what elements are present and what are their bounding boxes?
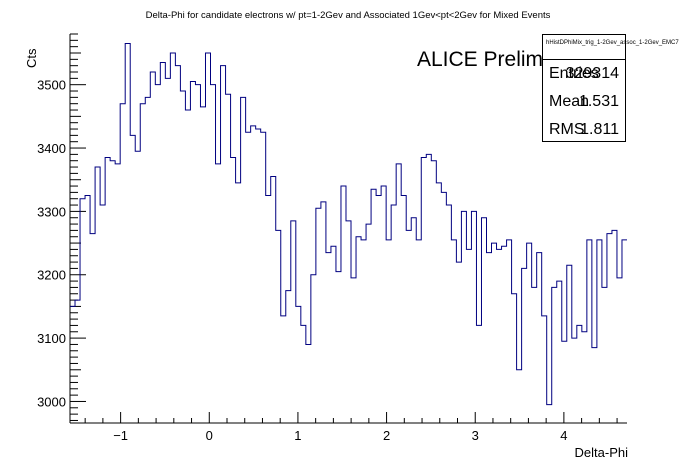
tick-labels: −1 0 1 2 3 4 3000 3100 3200 3300 3400 3500 [37,78,567,443]
y-tick-label: 3200 [37,268,66,283]
axis-ticks [70,33,618,423]
x-tick-label: 2 [383,428,390,443]
y-tick-label: 3500 [37,78,66,93]
y-tick-label: 3000 [37,394,66,409]
stats-entries-label: Entries [549,65,599,82]
x-tick-label: 4 [560,428,567,443]
x-tick-label: 0 [206,428,213,443]
stats-histogram-name: hHistDPhiMix_trig_1-2Gev_assoc_1-2Gev_EM… [546,40,679,46]
stats-entries-value: 329314 [565,65,619,82]
y-tick-label: 3400 [37,141,66,156]
y-tick-label: 3300 [37,204,66,219]
histogram-line [70,43,627,406]
y-tick-label: 3100 [37,331,66,346]
chart-title: Delta-Phi for candidate electrons w/ pt=… [145,10,551,21]
plot-frame [69,34,627,424]
x-tick-label: 1 [294,428,301,443]
x-axis-label: Delta-Phi [575,445,629,460]
x-tick-label: 3 [472,428,479,443]
stats-divider [543,59,625,60]
stats-mean-value: 1.531 [578,93,619,110]
stats-rms-label: RMS [549,121,585,138]
stats-rms-value: 1.811 [580,121,619,138]
y-axis-label: Cts [24,48,39,68]
stats-mean-label: Mean [549,93,590,110]
x-tick-label: −1 [113,428,128,443]
stats-box: hHistDPhiMix_trig_1-2Gev_assoc_1-2Gev_EM… [542,34,679,142]
